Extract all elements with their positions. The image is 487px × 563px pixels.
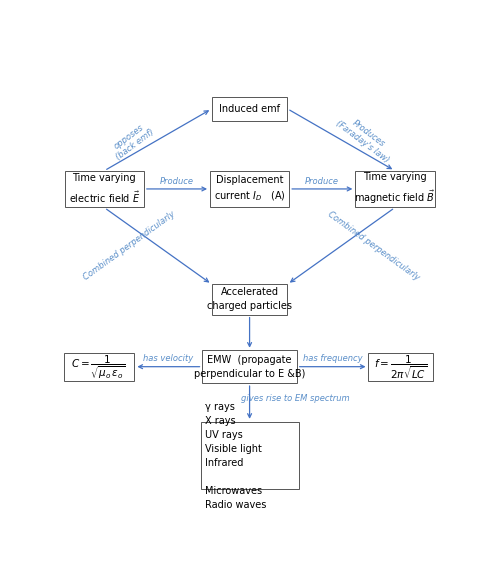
Text: gives rise to EM spectrum: gives rise to EM spectrum — [241, 394, 349, 403]
FancyBboxPatch shape — [212, 97, 287, 120]
Text: $f= \dfrac{1}{2\pi\sqrt{LC}}$: $f= \dfrac{1}{2\pi\sqrt{LC}}$ — [374, 352, 427, 381]
Text: Time varying
magnetic field $\vec{B}$: Time varying magnetic field $\vec{B}$ — [355, 172, 435, 206]
FancyBboxPatch shape — [203, 350, 297, 383]
FancyBboxPatch shape — [356, 171, 434, 207]
FancyBboxPatch shape — [369, 352, 432, 381]
Text: Produce: Produce — [160, 177, 194, 186]
Text: has velocity: has velocity — [143, 354, 193, 363]
Text: Accelerated
charged particles: Accelerated charged particles — [207, 288, 292, 311]
FancyBboxPatch shape — [64, 352, 133, 381]
Text: Combined perpendicularly: Combined perpendicularly — [82, 209, 177, 282]
Text: Produces
(Faraday's law): Produces (Faraday's law) — [334, 110, 397, 164]
Text: $C = \dfrac{1}{\sqrt{\mu_o\, \epsilon_o}}$: $C = \dfrac{1}{\sqrt{\mu_o\, \epsilon_o}… — [72, 352, 126, 381]
Text: γ rays
X rays
UV rays
Visible light
Infrared

Microwaves
Radio waves: γ rays X rays UV rays Visible light Infr… — [205, 401, 266, 510]
FancyBboxPatch shape — [201, 422, 299, 489]
Text: Time varying
electric field $\vec{E}$: Time varying electric field $\vec{E}$ — [69, 173, 140, 205]
Text: has frequency: has frequency — [303, 354, 362, 363]
Text: Induced emf: Induced emf — [219, 104, 280, 114]
Text: Produce: Produce — [305, 177, 339, 186]
Text: EMW  (propagate
perpendicular to E &B): EMW (propagate perpendicular to E &B) — [194, 355, 305, 379]
FancyBboxPatch shape — [65, 171, 144, 207]
Text: Combined perpendicularly: Combined perpendicularly — [326, 209, 421, 282]
Text: opposes
(back emf): opposes (back emf) — [108, 119, 156, 162]
FancyBboxPatch shape — [210, 171, 289, 207]
Text: Displacement
current $I_D$   (A): Displacement current $I_D$ (A) — [214, 175, 285, 203]
FancyBboxPatch shape — [212, 284, 287, 315]
